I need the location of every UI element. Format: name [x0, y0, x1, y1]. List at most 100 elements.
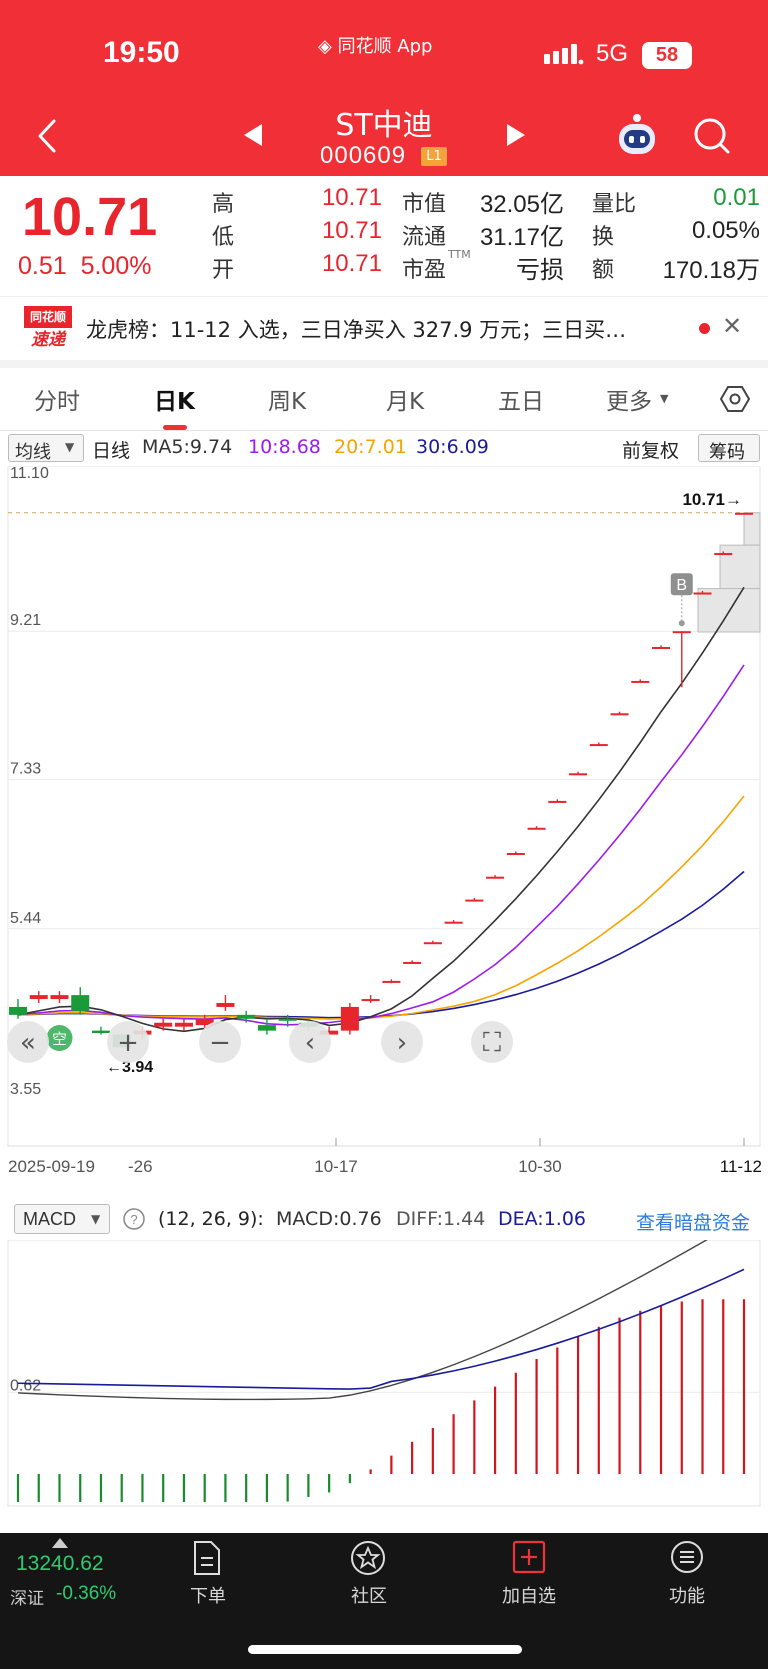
candle [403, 960, 422, 964]
tab-1[interactable]: 日K [154, 389, 195, 415]
x-axis-label: 2025-09-19 [8, 1157, 95, 1176]
macd-selector-label: MACD [23, 1209, 76, 1229]
tab-5[interactable]: 更多 [606, 389, 652, 415]
y-axis-label: 11.10 [10, 466, 49, 482]
help-icon[interactable]: ? [122, 1207, 146, 1231]
scroll-left-icon[interactable]: ‹ [289, 1021, 331, 1063]
robot-assistant-icon[interactable] [614, 112, 660, 158]
nav-community-label[interactable]: 社区 [351, 1586, 387, 1607]
close-icon[interactable]: ✕ [722, 312, 743, 340]
menu-icon[interactable] [670, 1540, 704, 1574]
candle [569, 771, 588, 776]
ma10-value: 10:8.68 [248, 436, 321, 458]
candle [320, 1026, 339, 1035]
diff-value: DIFF:1.44 [396, 1208, 486, 1230]
ma20-value: 20:7.01 [334, 436, 407, 458]
scroll-right-icon[interactable]: › [381, 1021, 423, 1063]
svg-text:⛶: ⛶ [483, 1028, 501, 1058]
quote-value: 32.05亿 [479, 191, 564, 218]
chevron-down-icon: ▼ [91, 1212, 101, 1226]
index-value[interactable]: 13240.62 [16, 1552, 104, 1575]
search-icon[interactable] [692, 116, 732, 156]
signal-icon [544, 44, 584, 65]
macd-selector[interactable]: MACD ▼ [14, 1204, 110, 1234]
quote-label: 量比 [592, 192, 637, 217]
x-axis-label: 10-17 [314, 1157, 357, 1176]
last-price: 10.71 [22, 187, 158, 247]
macd-y-label: 0.62 [10, 1377, 41, 1394]
candle [693, 590, 712, 595]
price-change: 0.51 5.00% [18, 252, 151, 281]
candle [444, 920, 463, 924]
nav-function-label[interactable]: 功能 [669, 1586, 705, 1607]
network-type: 5G [596, 40, 629, 67]
tab-3[interactable]: 月K [386, 389, 425, 415]
candle [714, 551, 733, 556]
candle [174, 1018, 193, 1031]
indicator-selector[interactable]: 均线 ▼ [8, 434, 84, 463]
unread-dot [699, 323, 710, 334]
order-icon[interactable] [191, 1540, 223, 1576]
y-axis-label: 5.44 [10, 910, 41, 927]
price-adjust-button[interactable]: 前复权 [622, 440, 680, 462]
chip-distribution-bar [743, 512, 761, 546]
back-icon[interactable] [36, 118, 60, 154]
nav-order-label[interactable]: 下单 [190, 1586, 226, 1607]
add-watchlist-icon[interactable] [512, 1540, 546, 1574]
ma30-value: 30:6.09 [416, 436, 489, 458]
news-logo-bottom: 速递 [24, 328, 72, 352]
candle [278, 1014, 297, 1027]
quote-label: 开 [212, 258, 235, 283]
prev-stock-icon[interactable] [242, 122, 264, 148]
zoom-in-icon[interactable]: + [107, 1021, 149, 1063]
news-headline[interactable]: 龙虎榜：11-12 入选，三日净买入 327.9 万元；三日买… [86, 318, 627, 342]
candle [50, 991, 69, 1004]
candle [423, 940, 442, 945]
dea-line [17, 1268, 745, 1390]
stock-name: ST中迪 [335, 108, 433, 143]
quote-label: 额 [592, 258, 615, 283]
news-logo: 同花顺 速递 [24, 306, 72, 352]
news-banner[interactable] [0, 296, 768, 360]
collapse-icon[interactable]: « [7, 1021, 49, 1063]
nav-add-watchlist-label[interactable]: 加自选 [502, 1586, 556, 1607]
quote-label: 高 [212, 192, 235, 217]
fullscreen-icon[interactable]: ⛶ [471, 1021, 513, 1063]
chip-distribution-bar [719, 544, 761, 590]
buy-marker-label: B [676, 577, 687, 594]
quote-value: 10.71 [321, 250, 382, 277]
kline-chart[interactable]: 11.10 9.21 7.33 5.44 3.55 10.71→ B 空 ←3.94 « + − ‹ › ⛶… [0, 466, 768, 1176]
ma30-line [17, 870, 745, 1019]
quote-label: 流通 [402, 225, 447, 250]
tab-2[interactable]: 周K [268, 389, 307, 415]
candle [548, 799, 567, 803]
community-icon[interactable] [350, 1540, 386, 1576]
battery-indicator: 58 [642, 42, 692, 69]
candle [382, 979, 401, 984]
buy-marker[interactable] [670, 573, 693, 596]
candle [465, 898, 484, 902]
x-axis-label: 11-12 [720, 1157, 762, 1176]
candle [589, 742, 608, 747]
quote-value: 亏损 [516, 257, 564, 284]
y-axis-label: 9.21 [10, 612, 41, 629]
quote-label: 低 [212, 225, 235, 250]
macd-params: (12, 26, 9): [158, 1208, 264, 1230]
zoom-out-icon[interactable]: − [199, 1021, 241, 1063]
candle [9, 999, 27, 1019]
chips-button[interactable]: 筹码 [698, 434, 760, 463]
tab-0[interactable]: 分时 [34, 389, 80, 415]
tab-4[interactable]: 五日 [498, 389, 544, 415]
indicator-selector-label: 均线 [15, 442, 51, 463]
settings-hexagon-icon[interactable] [720, 384, 750, 414]
candle [71, 987, 90, 1015]
dark-pool-link[interactable]: 查看暗盘资金 [636, 1212, 751, 1234]
candle [237, 1010, 256, 1023]
divider [0, 360, 768, 368]
next-stock-icon[interactable] [505, 122, 527, 148]
ttm-superscript: TTM [448, 248, 471, 261]
home-indicator[interactable] [248, 1645, 522, 1654]
x-axis-label: -26 [128, 1157, 153, 1176]
short-marker[interactable] [46, 1025, 73, 1051]
last-price-label: 10.71→ [682, 490, 742, 509]
